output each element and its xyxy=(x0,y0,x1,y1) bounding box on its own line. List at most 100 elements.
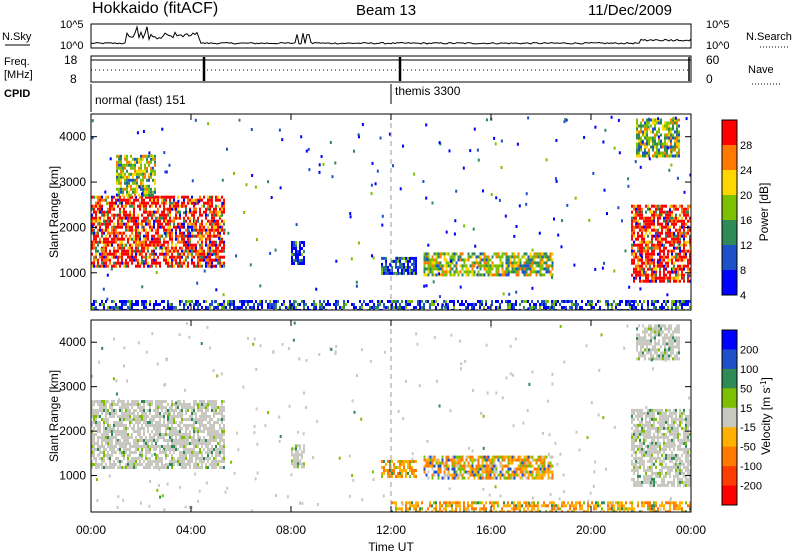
power-echo-cell xyxy=(124,157,126,161)
power-echo-cell xyxy=(393,306,395,309)
power-echo-cell xyxy=(120,172,122,176)
velocity-echo-cell xyxy=(179,460,181,463)
power-echo-cell xyxy=(217,246,219,250)
velocity-echo-cell xyxy=(107,439,109,442)
velocity-echo-cell xyxy=(215,466,217,469)
power-echo-cell xyxy=(687,279,689,283)
power-echo-cell xyxy=(199,258,201,262)
power-echo-cell xyxy=(381,256,383,260)
power-echo-cell xyxy=(677,240,679,244)
velocity-echo-cell xyxy=(121,409,123,412)
power-echo-cell xyxy=(660,133,662,137)
power-echo-cell xyxy=(171,201,173,205)
power-echo-cell xyxy=(385,262,387,266)
power-echo-cell xyxy=(473,252,476,256)
power-echo-cell xyxy=(670,136,672,140)
power-echo-cell xyxy=(169,216,171,220)
power-echo-cell xyxy=(187,216,189,220)
power-echo-cell xyxy=(509,306,511,309)
power-echo-cell xyxy=(295,253,297,256)
power-echo-cell xyxy=(297,303,299,306)
power-echo-cell xyxy=(221,195,223,199)
power-echo-cell xyxy=(495,252,498,256)
velocity-echo-cell xyxy=(185,433,187,436)
power-echo-cell xyxy=(601,266,604,270)
velocity-echo-cell xyxy=(643,465,645,469)
power-echo-cell xyxy=(650,130,652,134)
power-echo-cell xyxy=(105,261,107,265)
power-echo-cell xyxy=(385,259,387,263)
power-echo-cell xyxy=(141,192,143,196)
power-echo-cell xyxy=(195,219,197,223)
power-echo-cell xyxy=(676,145,678,149)
velocity-echo-cell xyxy=(207,415,209,418)
velocity-echo-cell xyxy=(203,415,205,418)
power-echo-cell xyxy=(109,201,111,205)
velocity-echo-cell xyxy=(97,439,99,442)
power-echo-cell xyxy=(107,258,109,262)
velocity-echo-cell xyxy=(109,454,111,457)
velocity-echo-cell xyxy=(203,448,205,451)
velocity-echo-cell xyxy=(631,408,633,412)
power-echo-cell xyxy=(441,273,444,277)
power-echo-cell xyxy=(503,270,506,274)
velocity-echo-cell xyxy=(213,436,215,439)
power-echo-cell xyxy=(213,249,215,253)
power-echo-cell xyxy=(503,273,506,277)
power-echo-cell xyxy=(159,216,161,220)
power-echo-cell xyxy=(127,237,129,241)
power-echo-cell xyxy=(529,303,531,306)
power-echo-cell xyxy=(651,243,653,247)
power-echo-cell xyxy=(379,136,382,140)
power-echo-cell xyxy=(522,271,525,275)
velocity-echo-cell xyxy=(195,418,197,421)
power-echo-cell xyxy=(153,237,155,241)
power-echo-cell xyxy=(223,219,225,223)
velocity-echo-cell xyxy=(125,436,127,439)
power-echo-cell xyxy=(659,207,661,211)
power-echo-cell xyxy=(471,303,473,306)
velocity-echo-cell xyxy=(95,457,97,460)
velocity-echo-cell xyxy=(127,433,129,436)
power-echo-cell xyxy=(646,127,648,131)
power-echo-cell xyxy=(123,300,125,303)
power-echo-cell xyxy=(541,261,544,265)
power-echo-cell xyxy=(413,268,415,272)
velocity-echo-cell xyxy=(133,463,135,466)
velocity-echo-cell xyxy=(161,424,163,427)
power-echo-cell xyxy=(640,130,642,134)
power-echo-cell xyxy=(669,213,671,217)
power-echo-cell xyxy=(633,216,635,220)
velocity-echo-cell xyxy=(155,457,157,460)
power-echo-cell xyxy=(121,204,123,208)
power-echo-cell xyxy=(635,225,637,229)
power-echo-cell xyxy=(385,265,387,269)
velocity-echo-cell xyxy=(131,418,133,421)
power-echo-cell xyxy=(97,234,99,238)
power-echo-cell xyxy=(193,219,196,223)
power-echo-cell xyxy=(153,258,155,262)
velocity-echo-cell xyxy=(219,436,221,439)
velocity-echo-cell xyxy=(157,430,159,433)
power-echo-cell xyxy=(403,271,405,275)
power-echo-cell xyxy=(631,300,633,303)
power-echo-cell xyxy=(603,188,606,192)
power-echo-cell xyxy=(525,261,528,265)
power-echo-cell xyxy=(573,263,576,267)
power-echo-cell xyxy=(647,234,649,238)
velocity-echo-cell xyxy=(145,442,147,445)
power-echo-cell xyxy=(144,163,146,167)
power-echo-cell xyxy=(647,240,649,244)
velocity-echo-cell xyxy=(217,454,219,457)
power-echo-cell xyxy=(173,201,175,205)
power-echo-cell xyxy=(509,255,512,259)
power-echo-cell xyxy=(103,231,105,235)
power-echo-cell xyxy=(143,204,145,208)
power-echo-cell xyxy=(685,264,687,268)
power-echo-cell xyxy=(531,261,534,265)
velocity-echo-cell xyxy=(93,442,95,445)
power-echo-cell xyxy=(213,252,215,256)
power-echo-cell xyxy=(179,264,181,268)
power-echo-cell xyxy=(643,234,645,238)
power-echo-cell xyxy=(131,231,133,235)
